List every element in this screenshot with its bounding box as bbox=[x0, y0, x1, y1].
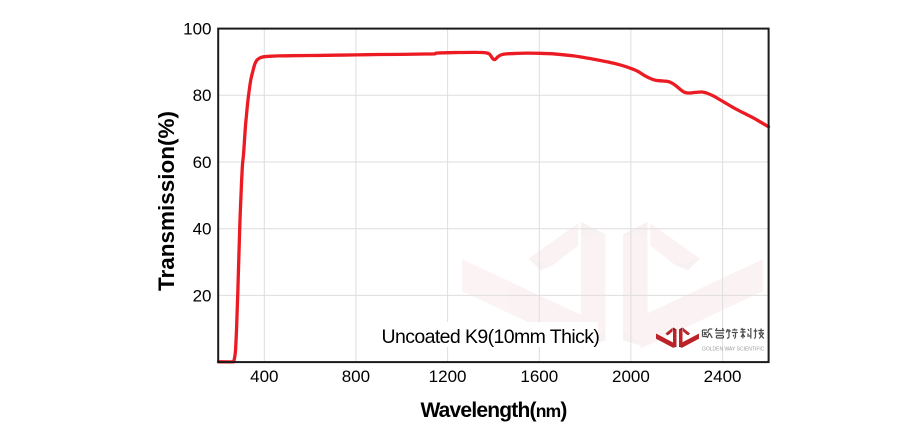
svg-text:2000: 2000 bbox=[612, 367, 650, 386]
svg-text:Wavelength(nm): Wavelength(nm) bbox=[420, 399, 566, 422]
svg-text:20: 20 bbox=[193, 286, 212, 305]
svg-text:100: 100 bbox=[183, 20, 211, 39]
svg-text:400: 400 bbox=[250, 367, 278, 386]
svg-text:80: 80 bbox=[193, 86, 212, 105]
svg-text:40: 40 bbox=[193, 220, 212, 239]
svg-text:60: 60 bbox=[193, 153, 212, 172]
svg-text:1200: 1200 bbox=[429, 367, 467, 386]
svg-text:800: 800 bbox=[342, 367, 370, 386]
svg-text:GOLDEN WAY SCIENTIFIC: GOLDEN WAY SCIENTIFIC bbox=[702, 347, 765, 353]
svg-text:2400: 2400 bbox=[704, 367, 742, 386]
svg-text:Transmission(%): Transmission(%) bbox=[154, 111, 179, 291]
svg-text:Uncoated K9(10mm Thick): Uncoated K9(10mm Thick) bbox=[382, 326, 600, 348]
svg-text:1600: 1600 bbox=[520, 367, 558, 386]
